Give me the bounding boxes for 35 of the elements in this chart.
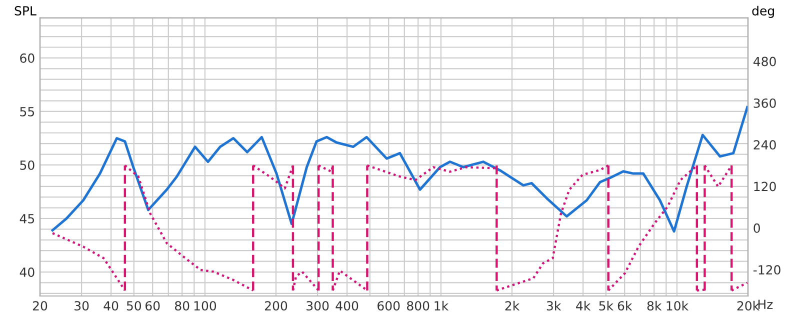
x-tick-label: 40 [104, 301, 118, 311]
y2-tick-label: 480 [753, 56, 776, 66]
x-tick-label: 30 [74, 301, 89, 311]
y2-tick-label: -120 [753, 265, 780, 275]
x-tick-label: 20 [32, 301, 48, 311]
y-tick-label: 45 [20, 214, 34, 224]
x-tick-label: 200 [264, 301, 288, 311]
x-tick-label: 50 [126, 301, 142, 311]
x-tick-label: 1k [434, 300, 449, 310]
y-tick-label: 40 [20, 267, 34, 277]
x-tick-label: 100 [194, 301, 216, 311]
x-tick-label: 80 [174, 301, 190, 311]
x-tick-label: 600 [378, 301, 400, 311]
y-tick-label: 60 [20, 53, 34, 63]
x-tick-label: 400 [336, 301, 358, 311]
y-axis-title: SPL [14, 6, 36, 16]
x-tick-label: 10k [666, 300, 688, 311]
x-tick-label: 8k [647, 300, 662, 311]
y-tick-label: 50 [20, 160, 34, 170]
y2-axis-title: deg [752, 6, 774, 18]
x-tick-label: 300 [306, 301, 329, 311]
y2-tick-label: 360 [754, 98, 776, 108]
y-tick-label: 55 [20, 107, 34, 116]
y2-tick-label: 240 [754, 140, 776, 150]
x-axis-title: Hz [758, 300, 773, 309]
y2-tick-label: 0 [754, 223, 760, 233]
x-tick-label: 2k [505, 300, 520, 310]
x-tick-label: 4k [576, 300, 591, 310]
x-tick-label: 3k [546, 300, 562, 311]
x-tick-label: 800 [407, 301, 430, 311]
x-tick-label: 60 [146, 301, 160, 311]
x-tick-label: 20k [737, 300, 760, 311]
x-tick-label: 5k [599, 300, 614, 311]
y2-tick-label: 120 [754, 182, 776, 192]
x-tick-label: 6k [618, 300, 632, 311]
